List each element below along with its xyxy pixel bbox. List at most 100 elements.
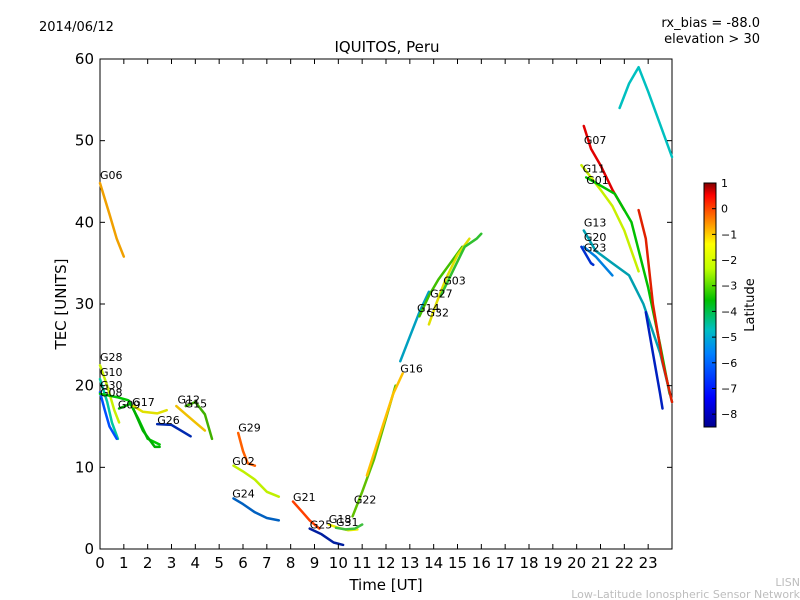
colorbar-ticks: 1 0 −1 −2 −3 −4 −5 −6 −7 −8 [712,177,737,421]
satellite-label-g15: G15 [185,398,208,411]
satellite-label-g13: G13 [584,216,607,229]
plot-area [99,58,673,550]
colorbar-tick-label: 0 [721,203,728,216]
satellite-label-g25: G25 [310,519,333,532]
satellite-label-g03: G03 [443,274,466,287]
trace-g30 [98,390,118,441]
footer-network: Low-Latitude Ionospheric Sensor Network [571,588,800,600]
satellite-label-g01: G01 [586,174,609,187]
trace-gzz [644,310,664,410]
satellite-label-g07: G07 [584,134,607,147]
satellite-label-g24: G24 [232,488,255,501]
trace-g16 [365,372,404,477]
x-tick-label: 17 [496,554,515,572]
trace-g27 [427,237,471,326]
axis-ticks: 0 1 2 3 4 5 6 7 8 9 10 11 12 13 14 15 16 17 18 19 20 21 22 2301… [75,50,672,572]
x-tick-label: 16 [472,554,491,572]
trace-g02 [232,464,281,498]
trace-g29 [236,431,257,467]
x-tick-label: 9 [310,554,320,572]
x-tick-label: 10 [329,554,348,572]
x-tick-label: 8 [286,554,296,572]
x-tick-label: 5 [214,554,224,572]
x-tick-label: 0 [95,554,105,572]
satellite-label-g02: G02 [232,455,255,468]
trace-g15 [184,400,214,441]
trace-gxx [618,65,674,159]
y-tick-label: 50 [75,132,94,150]
trace-gyy [637,208,674,404]
colorbar-tick-label: −1 [721,228,737,241]
trace-g06 [98,181,126,258]
y-tick-label: 60 [75,50,94,68]
satellite-label-g08: G08 [100,386,123,399]
trace-g31 [334,523,364,531]
satellite-label-g27: G27 [430,287,453,300]
colorbar [703,182,717,428]
satellite-label-g21: G21 [293,491,316,504]
x-tick-label: 21 [591,554,610,572]
trace-g11 [580,163,640,273]
satellite-label-g17: G17 [132,396,155,409]
satellite-label-g23: G23 [584,242,607,255]
trace-g20 [582,245,614,277]
satellite-label-g30: G30 [100,379,123,392]
satellite-label-g31: G31 [336,516,359,529]
y-tick-label: 20 [75,377,94,395]
satellite-label-g18: G18 [329,513,352,526]
trace-g14 [399,290,431,363]
satellite-label-g09: G09 [118,399,141,412]
trace-g10 [98,377,120,441]
x-tick-label: 20 [567,554,586,572]
y-axis-label: TEC [UNITS] [52,259,70,351]
trace-g28 [98,364,121,424]
y-tick-label: 0 [84,540,94,558]
x-tick-label: 19 [543,554,562,572]
elevation-label: elevation > 30 [664,32,760,47]
x-tick-label: 12 [376,554,395,572]
satellite-label-g10: G10 [100,366,123,379]
colorbar-tick-label: −7 [721,382,737,395]
colorbar-tick-label: −5 [721,331,737,344]
trace-g25 [308,527,345,547]
satellite-label-g22: G22 [354,493,377,506]
trace-g03 [439,232,483,298]
trace-g32 [418,245,464,318]
trace-g26 [155,422,192,438]
x-tick-label: 3 [167,554,177,572]
satellite-label-g06: G06 [100,169,123,182]
trace-g12 [175,404,207,432]
y-tick-label: 40 [75,213,94,231]
y-tick-label: 10 [75,458,94,476]
x-tick-label: 15 [448,554,467,572]
colorbar-tick-label: −4 [721,305,737,318]
satellite-label-g12: G12 [177,394,200,407]
satellite-label-g28: G28 [100,351,123,364]
trace-g09 [117,402,161,449]
x-tick-label: 6 [238,554,248,572]
rx-bias-label: rx_bias = -88.0 [661,16,760,31]
satellite-label-g14: G14 [417,302,440,315]
x-tick-label: 14 [424,554,443,572]
trace-g21 [291,500,321,530]
x-tick-label: 1 [119,554,129,572]
trace-g24 [232,497,281,522]
series-layer [98,65,674,547]
x-tick-label: 4 [191,554,201,572]
x-tick-label: 11 [353,554,372,572]
colorbar-tick-label: −2 [721,254,737,267]
trace-g17 [132,404,168,415]
satellite-label-g16: G16 [400,363,423,376]
date-label: 2014/06/12 [39,20,114,35]
chart-title: IQUITOS, Peru [334,38,439,56]
colorbar-tick-label: −3 [721,280,737,293]
satellite-label-g11: G11 [583,163,606,176]
footer-lisn: LISN [775,576,800,589]
colorbar-tick-label: 1 [721,177,728,190]
x-axis-label: Time [UT] [348,576,422,594]
x-tick-label: 7 [262,554,272,572]
colorbar-tick-label: −8 [721,408,737,421]
colorbar-tick-label: −6 [721,357,737,370]
